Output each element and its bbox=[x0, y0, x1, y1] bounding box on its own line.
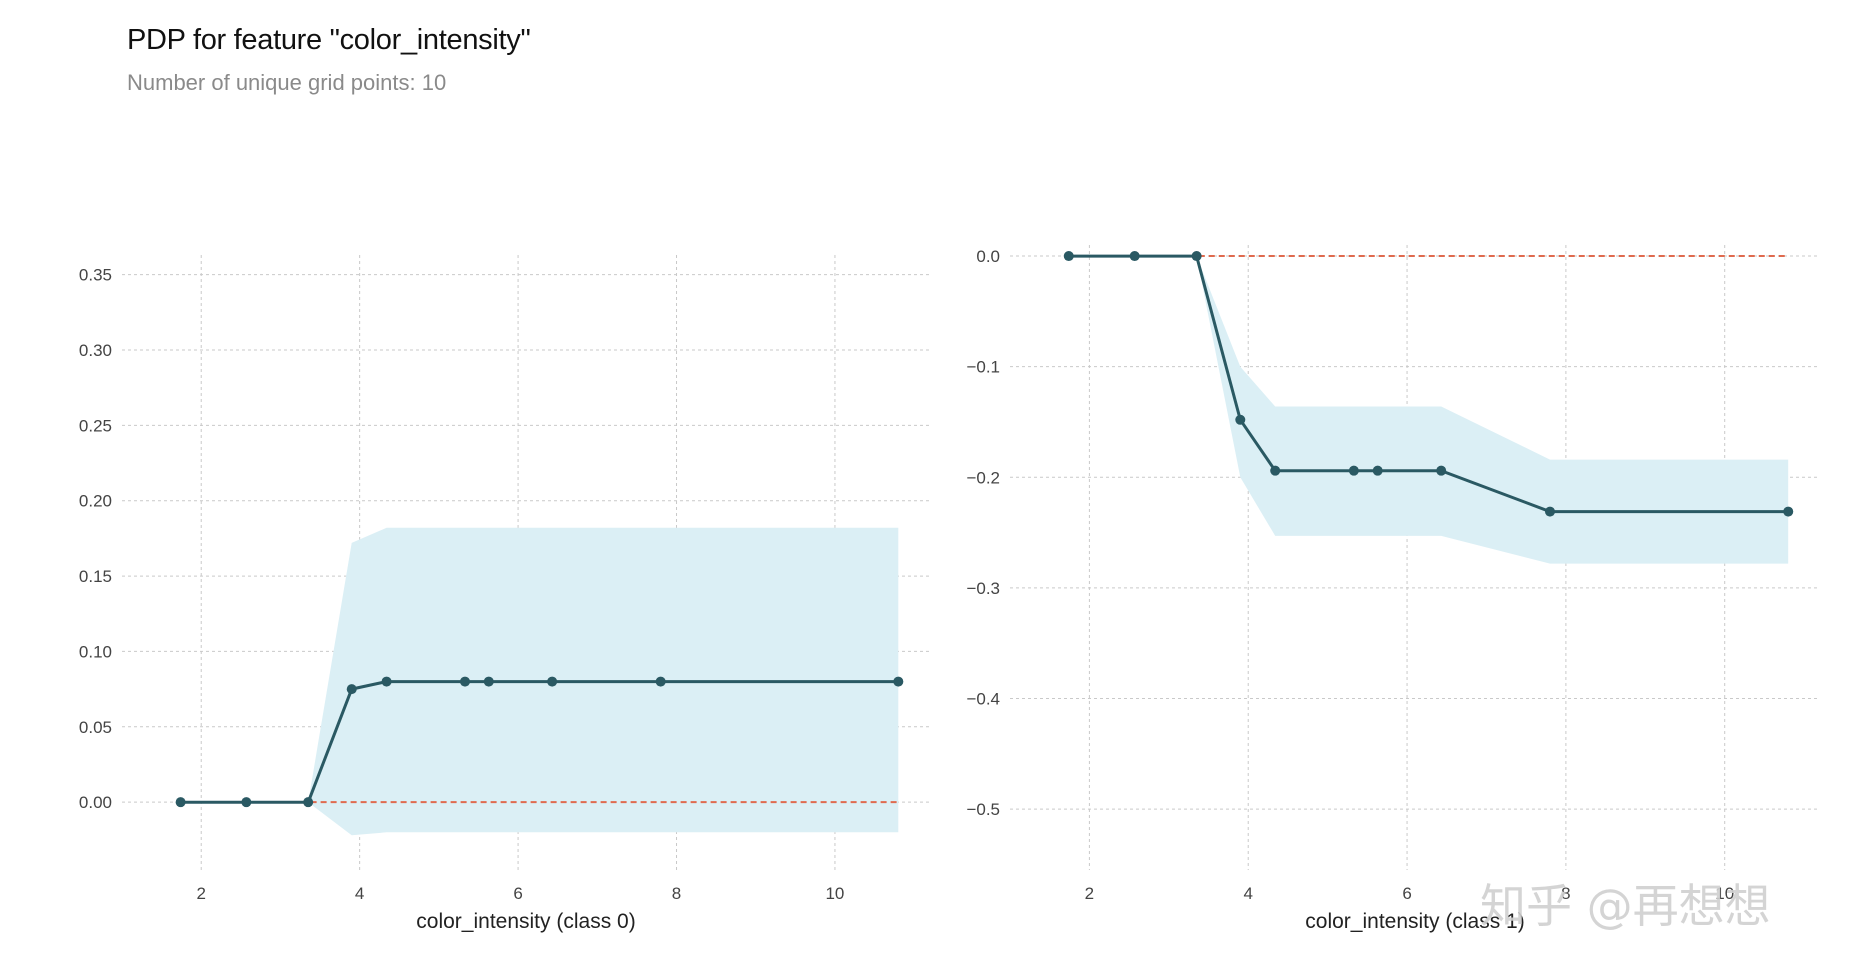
pdp-point bbox=[1436, 465, 1447, 476]
page-title: PDP for feature "color_intensity" bbox=[127, 24, 531, 56]
x-axis-label: color_intensity (class 0) bbox=[416, 910, 635, 933]
pdp-point bbox=[1270, 465, 1281, 476]
x-tick-label: 10 bbox=[825, 884, 844, 903]
y-tick-label: −0.2 bbox=[966, 468, 1000, 487]
pdp-chart-class-0: 0.00 0.05 0.10 0.15 0.20 0.25 0.30 0.35 2 4 6 8 10 co… bbox=[79, 255, 930, 933]
x-axis-label: color_intensity (class 1) bbox=[1305, 910, 1524, 933]
pdp-point bbox=[346, 684, 357, 695]
y-tick-label: 0.30 bbox=[79, 341, 112, 360]
x-tick-label: 4 bbox=[1244, 884, 1253, 903]
pdp-point bbox=[1372, 465, 1383, 476]
pdp-point bbox=[1783, 506, 1794, 517]
pdp-point bbox=[241, 797, 252, 808]
y-tick-label: 0.10 bbox=[79, 642, 112, 661]
pdp-chart-class-1: 0.0 −0.1 −0.2 −0.3 −0.4 −0.5 2 4 6 8 10 color_inten… bbox=[966, 245, 1820, 933]
pdp-point bbox=[460, 676, 471, 687]
pdp-point bbox=[1129, 251, 1140, 262]
pdp-point bbox=[175, 797, 186, 808]
x-tick-label: 2 bbox=[1085, 884, 1094, 903]
y-tick-label: 0.15 bbox=[79, 567, 112, 586]
pdp-point bbox=[893, 676, 904, 687]
pdp-point bbox=[1545, 506, 1555, 517]
x-tick-label: 6 bbox=[1402, 884, 1411, 903]
pdp-point bbox=[1191, 251, 1202, 262]
y-tick-label: 0.20 bbox=[79, 492, 112, 511]
pdp-point bbox=[303, 797, 314, 808]
y-tick-label: −0.5 bbox=[966, 800, 1000, 819]
x-tick-label: 8 bbox=[1561, 884, 1570, 903]
y-tick-label: 0.35 bbox=[79, 266, 112, 285]
y-tick-label: −0.3 bbox=[966, 579, 1000, 598]
watermark: 知乎 @再想想 bbox=[1480, 879, 1771, 933]
pdp-line bbox=[1068, 254, 1789, 514]
x-tick-label: 4 bbox=[355, 884, 364, 903]
x-tick-label: 6 bbox=[513, 884, 522, 903]
page-subtitle: Number of unique grid points: 10 bbox=[127, 70, 447, 95]
pdp-point bbox=[1348, 465, 1359, 476]
y-tick-label: −0.4 bbox=[966, 690, 1000, 709]
y-tick-label: 0.05 bbox=[79, 718, 112, 737]
pdp-point bbox=[655, 676, 666, 687]
x-tick-label: 8 bbox=[672, 884, 681, 903]
x-tick-label: 10 bbox=[1715, 884, 1734, 903]
confidence-band bbox=[1068, 256, 1789, 564]
pdp-point bbox=[483, 676, 494, 687]
pdp-line bbox=[180, 680, 899, 804]
pdp-point bbox=[1235, 414, 1246, 425]
x-tick-label: 2 bbox=[196, 884, 205, 903]
y-tick-label: 0.00 bbox=[79, 793, 112, 812]
pdp-point bbox=[547, 676, 558, 687]
pdp-point bbox=[381, 676, 392, 687]
y-tick-label: 0.25 bbox=[79, 416, 112, 435]
pdp-point bbox=[1063, 251, 1074, 262]
y-tick-label: −0.1 bbox=[966, 358, 1000, 377]
y-tick-label: 0.0 bbox=[976, 247, 1000, 266]
